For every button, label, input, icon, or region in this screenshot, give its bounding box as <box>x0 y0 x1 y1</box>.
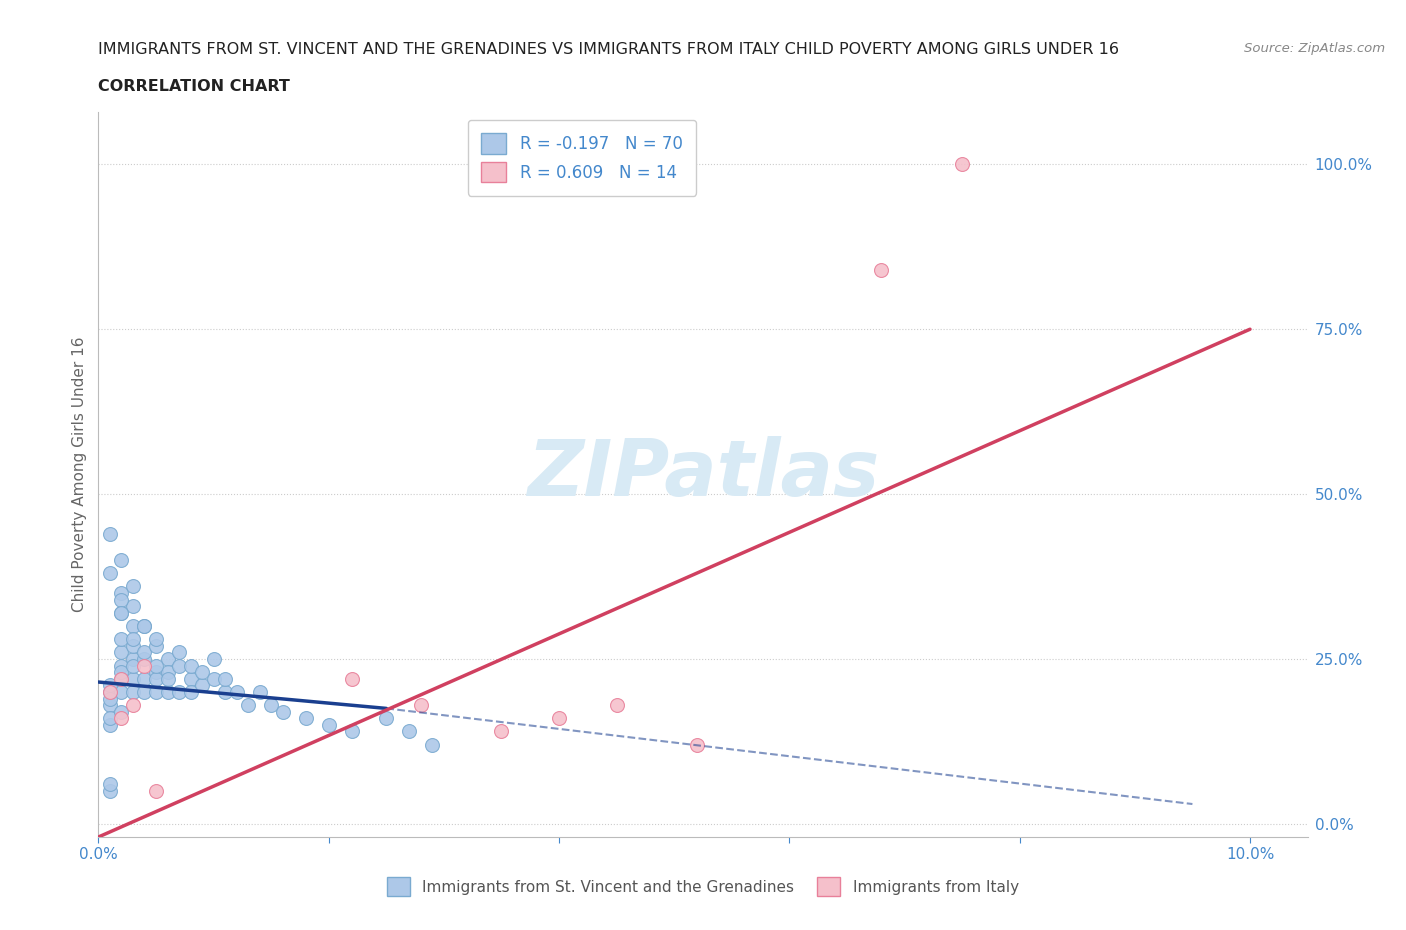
Legend: Immigrants from St. Vincent and the Grenadines, Immigrants from Italy: Immigrants from St. Vincent and the Gren… <box>381 871 1025 902</box>
Point <box>122 658 145 673</box>
Point <box>110 684 132 699</box>
Y-axis label: Child Poverty Among Girls Under 16: Child Poverty Among Girls Under 16 <box>72 337 87 612</box>
Point <box>122 631 145 646</box>
Point <box>606 698 628 712</box>
Point <box>110 631 132 646</box>
Point <box>145 684 167 699</box>
Point <box>180 684 202 699</box>
Point <box>110 552 132 567</box>
Point <box>110 605 132 620</box>
Point <box>145 638 167 653</box>
Point <box>110 592 132 607</box>
Point <box>134 684 156 699</box>
Point <box>260 698 283 712</box>
Point <box>134 618 156 633</box>
Point <box>98 783 121 798</box>
Point <box>870 262 893 277</box>
Point <box>134 652 156 667</box>
Point <box>98 698 121 712</box>
Point <box>340 671 363 686</box>
Point <box>318 717 340 732</box>
Point <box>98 691 121 706</box>
Point <box>294 711 316 725</box>
Point <box>191 665 214 680</box>
Point <box>167 684 190 699</box>
Point <box>202 671 225 686</box>
Point <box>145 671 167 686</box>
Text: IMMIGRANTS FROM ST. VINCENT AND THE GRENADINES VS IMMIGRANTS FROM ITALY CHILD PO: IMMIGRANTS FROM ST. VINCENT AND THE GREN… <box>98 42 1119 57</box>
Point <box>122 684 145 699</box>
Point <box>548 711 571 725</box>
Point <box>249 684 271 699</box>
Point <box>110 605 132 620</box>
Point <box>98 684 121 699</box>
Point <box>122 671 145 686</box>
Point <box>110 704 132 719</box>
Point <box>98 777 121 791</box>
Point <box>167 658 190 673</box>
Point <box>191 678 214 693</box>
Point <box>398 724 420 739</box>
Point <box>145 631 167 646</box>
Point <box>122 698 145 712</box>
Point <box>122 652 145 667</box>
Point <box>491 724 513 739</box>
Point <box>202 652 225 667</box>
Point <box>98 711 121 725</box>
Point <box>236 698 259 712</box>
Point <box>110 671 132 686</box>
Point <box>180 658 202 673</box>
Point <box>110 711 132 725</box>
Point <box>110 671 132 686</box>
Text: Source: ZipAtlas.com: Source: ZipAtlas.com <box>1244 42 1385 55</box>
Point <box>422 737 444 752</box>
Point <box>145 665 167 680</box>
Point <box>145 783 167 798</box>
Point <box>98 684 121 699</box>
Point <box>110 644 132 659</box>
Point <box>145 658 167 673</box>
Point <box>134 671 156 686</box>
Point <box>98 717 121 732</box>
Point <box>950 157 973 172</box>
Point <box>98 678 121 693</box>
Point <box>110 658 132 673</box>
Text: CORRELATION CHART: CORRELATION CHART <box>98 79 290 94</box>
Point <box>110 586 132 601</box>
Point <box>156 652 179 667</box>
Point <box>98 526 121 541</box>
Point <box>409 698 432 712</box>
Point <box>156 665 179 680</box>
Point <box>271 704 294 719</box>
Text: ZIPatlas: ZIPatlas <box>527 436 879 512</box>
Point <box>225 684 247 699</box>
Point <box>134 618 156 633</box>
Point <box>167 644 190 659</box>
Point <box>110 665 132 680</box>
Point <box>686 737 709 752</box>
Point <box>156 684 179 699</box>
Point <box>98 565 121 580</box>
Point <box>122 618 145 633</box>
Point <box>375 711 398 725</box>
Point <box>134 658 156 673</box>
Point <box>214 671 236 686</box>
Point <box>122 599 145 614</box>
Point <box>340 724 363 739</box>
Point <box>122 579 145 594</box>
Point <box>214 684 236 699</box>
Point <box>134 644 156 659</box>
Point <box>180 671 202 686</box>
Point <box>156 671 179 686</box>
Point <box>122 638 145 653</box>
